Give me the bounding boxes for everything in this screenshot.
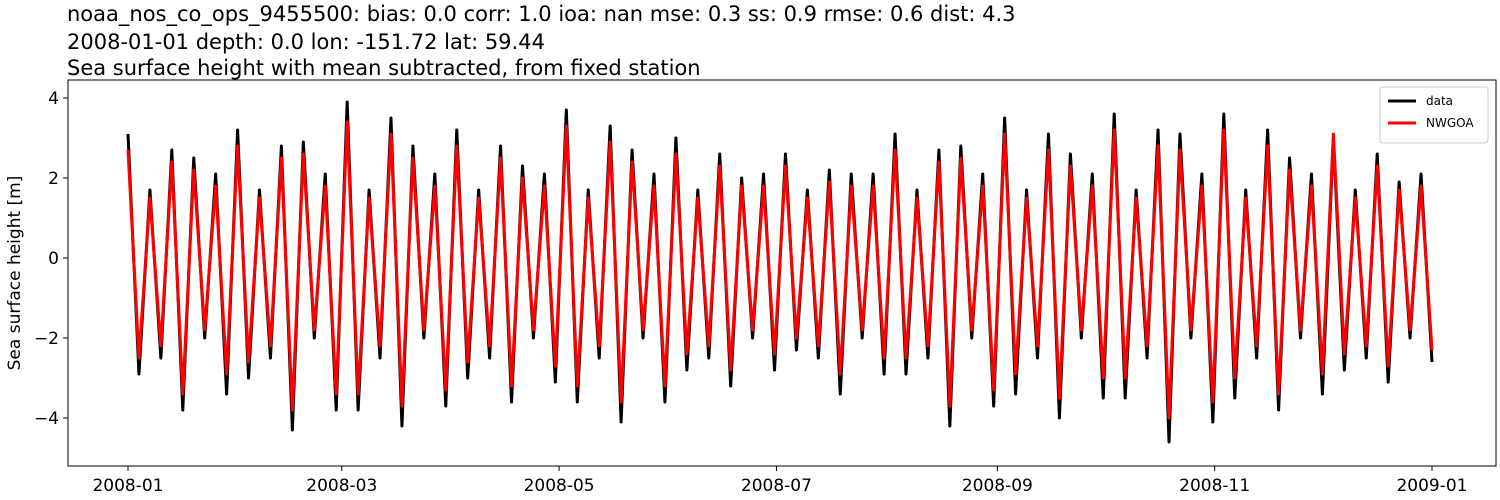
y-tick-label: −2 <box>34 329 59 349</box>
y-tick-label: 0 <box>48 249 59 269</box>
y-axis-label: Sea surface height [m] <box>5 176 25 371</box>
x-tick-label: 2008-05 <box>524 476 595 496</box>
legend-label: NWGOA <box>1426 116 1474 130</box>
axes-frame <box>67 79 1497 467</box>
x-tick-label: 2008-03 <box>306 476 377 496</box>
plot-area <box>126 100 1434 444</box>
y-tick-label: 2 <box>48 169 59 189</box>
y-tick-label: −4 <box>34 409 59 429</box>
legend-label: data <box>1426 94 1453 108</box>
y-tick-label: 4 <box>48 89 59 109</box>
title-line: 2008-01-01 depth: 0.0 lon: -151.72 lat: … <box>67 30 545 54</box>
x-tick-label: 2009-01 <box>1396 476 1467 496</box>
title-line: noaa_nos_co_ops_9455500: bias: 0.0 corr:… <box>67 2 1016 27</box>
x-tick-label: 2008-07 <box>741 476 812 496</box>
x-tick-label: 2008-01 <box>92 476 163 496</box>
x-tick-label: 2008-09 <box>962 476 1033 496</box>
series-line <box>126 120 1434 420</box>
title-line: Sea surface height with mean subtracted,… <box>67 56 701 80</box>
x-tick-label: 2008-11 <box>1179 476 1250 496</box>
